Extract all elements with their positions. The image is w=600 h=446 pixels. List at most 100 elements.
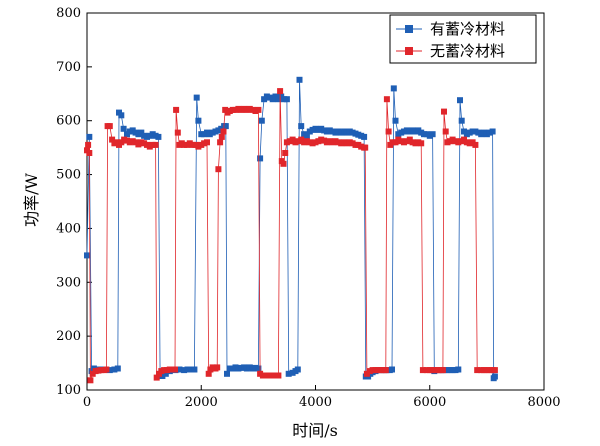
series-1-point bbox=[159, 373, 166, 379]
series-1-point bbox=[188, 366, 194, 373]
y-tick-label: 200 bbox=[56, 329, 81, 344]
y-tick-label: 100 bbox=[56, 383, 81, 398]
series-2 bbox=[84, 88, 498, 384]
series-1-point bbox=[120, 125, 127, 132]
series-2-point bbox=[418, 140, 425, 147]
series-1-point bbox=[296, 76, 303, 83]
y-tick-label: 700 bbox=[56, 60, 81, 75]
series-1-point bbox=[392, 117, 399, 124]
series-2-point bbox=[280, 160, 287, 167]
series-2-point bbox=[220, 128, 227, 135]
x-tick-label: 0 bbox=[83, 395, 91, 410]
series-1-line bbox=[86, 79, 496, 380]
series-2-point bbox=[217, 139, 224, 146]
series-1-point bbox=[257, 155, 264, 162]
y-tick-label: 600 bbox=[56, 114, 81, 129]
series-2-point bbox=[442, 128, 449, 135]
series-1-point bbox=[138, 129, 145, 136]
y-axis-title: 功率/W bbox=[22, 173, 41, 227]
series-2-point bbox=[439, 367, 446, 374]
series-2-point bbox=[277, 88, 284, 95]
series-1-point bbox=[86, 133, 93, 140]
x-tick-label: 6000 bbox=[413, 395, 446, 410]
series-1-point bbox=[118, 112, 125, 119]
series-1-point bbox=[283, 96, 290, 103]
series-1-point bbox=[285, 370, 292, 377]
legend-label-series-1: 有蓄冷材料 bbox=[430, 20, 505, 38]
series-1-point bbox=[294, 366, 301, 373]
series-2-point bbox=[109, 136, 116, 143]
series-2-point bbox=[153, 374, 160, 381]
series-1 bbox=[84, 76, 498, 382]
series-layer bbox=[84, 76, 498, 384]
legend-label-series-2: 无蓄冷材料 bbox=[430, 42, 505, 60]
series-1-point bbox=[458, 117, 465, 124]
y-tick-label: 400 bbox=[56, 221, 81, 236]
series-1-point bbox=[224, 370, 230, 377]
series-2-point bbox=[474, 367, 481, 374]
series-2-point bbox=[472, 141, 479, 148]
series-2-point bbox=[174, 129, 181, 136]
series-1-point bbox=[193, 94, 200, 101]
series-1-point bbox=[389, 366, 395, 373]
series-1-point bbox=[181, 367, 188, 374]
x-tick-label: 4000 bbox=[299, 395, 332, 410]
series-1-point bbox=[303, 132, 310, 139]
series-2-point bbox=[215, 166, 222, 173]
series-2-point bbox=[218, 133, 225, 140]
series-1-point bbox=[184, 366, 191, 373]
series-2-point bbox=[362, 144, 369, 151]
series-1-point bbox=[390, 85, 397, 92]
series-2-point bbox=[87, 377, 94, 384]
y-tick-label: 500 bbox=[56, 168, 81, 183]
series-2-point bbox=[255, 106, 262, 113]
y-tick-label: 800 bbox=[56, 6, 81, 21]
series-1-point bbox=[155, 133, 162, 140]
series-1-point bbox=[429, 131, 436, 138]
series-1-point bbox=[361, 133, 368, 140]
series-2-point bbox=[282, 150, 289, 156]
series-1-point bbox=[258, 117, 265, 124]
x-tick-label: 2000 bbox=[185, 395, 218, 410]
series-2-point bbox=[103, 366, 110, 373]
series-1-point bbox=[84, 252, 90, 259]
series-2-point bbox=[106, 123, 113, 130]
y-tick-label: 300 bbox=[56, 275, 81, 290]
series-1-point bbox=[176, 366, 183, 373]
series-2-point bbox=[491, 367, 498, 374]
series-2-point bbox=[204, 139, 210, 146]
series-1-point bbox=[457, 97, 463, 104]
series-1-point bbox=[489, 128, 496, 135]
series-2-point bbox=[441, 108, 447, 115]
series-1-point bbox=[222, 123, 229, 130]
series-2-point bbox=[86, 150, 93, 156]
series-2-point bbox=[275, 372, 282, 379]
series-2-point bbox=[172, 366, 178, 373]
series-1-point bbox=[455, 366, 462, 373]
series-2-point bbox=[152, 141, 159, 148]
legend-marker-series-2 bbox=[405, 47, 413, 55]
legend-box bbox=[389, 14, 537, 64]
series-2-point bbox=[173, 106, 180, 113]
series-2-point bbox=[383, 96, 390, 103]
series-1-point bbox=[491, 373, 498, 380]
series-2-point bbox=[385, 128, 392, 135]
series-2-point bbox=[85, 141, 92, 148]
series-1-point bbox=[191, 366, 198, 373]
legend: 有蓄冷材料 无蓄冷材料 bbox=[389, 14, 537, 64]
series-1-point bbox=[162, 370, 169, 377]
series-2-point bbox=[419, 367, 426, 374]
series-2-point bbox=[382, 367, 389, 374]
legend-marker-series-1 bbox=[405, 25, 413, 33]
series-1-point bbox=[298, 123, 305, 130]
series-2-point bbox=[214, 364, 221, 371]
series-1-point bbox=[255, 365, 262, 372]
x-axis-title: 时间/s bbox=[292, 421, 338, 440]
series-2-point bbox=[205, 370, 212, 377]
axis-ticks: 0 2000 4000 6000 8000 100 200 300 400 500 600 700 80… bbox=[56, 6, 560, 410]
series-1-point bbox=[111, 366, 118, 373]
series-1-point bbox=[114, 365, 121, 372]
series-1-point bbox=[195, 117, 202, 124]
